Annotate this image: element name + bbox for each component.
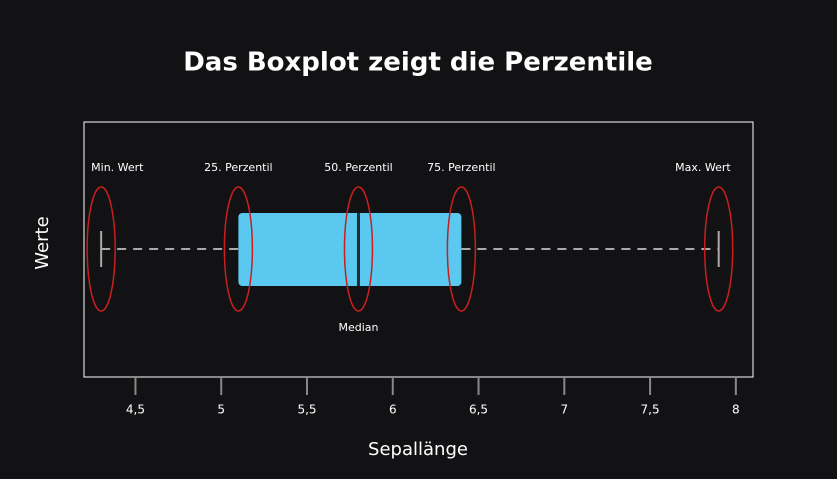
x-tick-label: 7 <box>560 403 568 417</box>
plot-frame <box>83 121 754 378</box>
x-tick-label: 4,5 <box>126 403 145 417</box>
chart-title: Das Boxplot zeigt die Perzentile <box>183 48 653 78</box>
x-tick-label: 6,5 <box>469 403 488 417</box>
annotation: Max. Wert <box>675 161 731 174</box>
highlight-ellipse <box>446 186 477 312</box>
highlight-ellipse <box>223 186 254 312</box>
highlight-ellipse <box>703 186 734 312</box>
x-axis-label: Sepallänge <box>368 439 468 460</box>
x-tick-label: 6 <box>389 403 397 417</box>
y-axis-label: Werte <box>32 216 53 269</box>
annotation: 50. Perzentil <box>324 161 392 174</box>
x-tick-label: 5 <box>217 403 225 417</box>
highlight-ellipse <box>343 186 374 312</box>
x-tick-label: 5,5 <box>297 403 316 417</box>
annotation: Median <box>338 321 378 334</box>
annotation: 75. Perzentil <box>427 161 495 174</box>
annotation: 25. Perzentil <box>204 161 272 174</box>
box <box>238 213 462 286</box>
x-tick-label: 7,5 <box>641 403 660 417</box>
annotation: Min. Wert <box>91 161 144 174</box>
highlight-ellipse <box>86 186 116 312</box>
x-tick-label: 8 <box>732 403 740 417</box>
